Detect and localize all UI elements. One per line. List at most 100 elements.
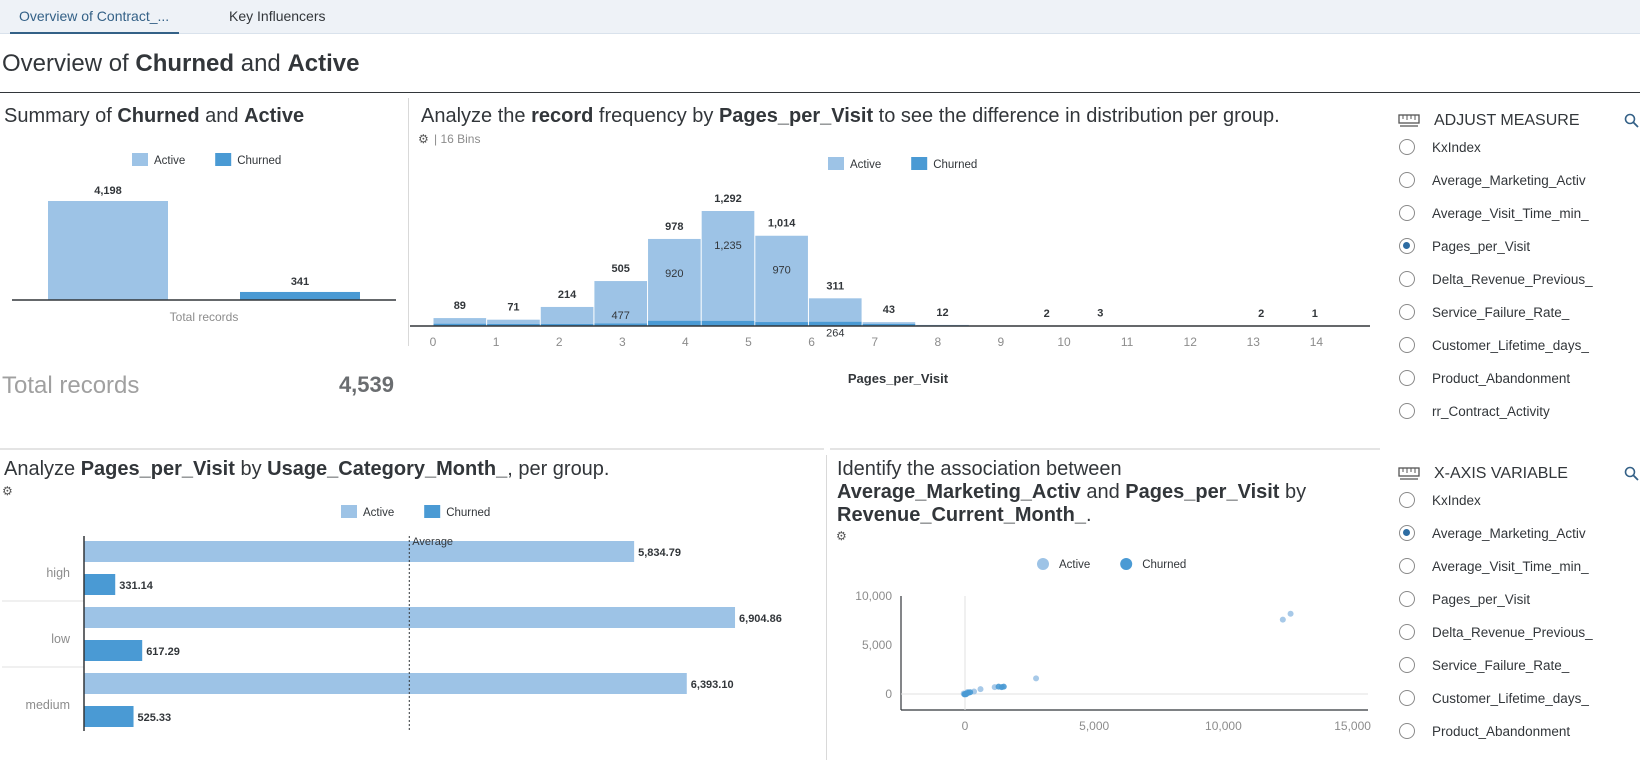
x-tick-label: 5,000 (1079, 719, 1109, 733)
x-tick-label: 15,000 (1334, 719, 1371, 733)
radio-button[interactable] (1399, 403, 1415, 419)
radio-label: Delta_Revenue_Previous_ (1432, 272, 1593, 287)
x-tick-label: 4 (682, 335, 689, 349)
radio-button[interactable] (1399, 624, 1415, 640)
radio-button[interactable] (1399, 304, 1415, 320)
radio-button[interactable] (1399, 558, 1415, 574)
x-axis-variable-panel: X-AXIS VARIABLE KxIndex Average_Marketing… (1396, 463, 1640, 763)
page-title-group2: Active (287, 50, 360, 77)
radio-button[interactable] (1399, 205, 1415, 221)
radio-label: KxIndex (1432, 140, 1481, 155)
data-label: 71 (507, 302, 519, 314)
radio-label: Pages_per_Visit (1432, 239, 1531, 254)
data-label: 12 (936, 307, 948, 319)
adjust-measure-option[interactable]: Average_Marketing_Activ (1396, 169, 1640, 193)
radio-label: Average_Marketing_Activ (1432, 526, 1586, 541)
barh-churned-medium (84, 706, 134, 727)
page-title: Overview of Churned and Active (2, 50, 359, 78)
tab-key-influencers[interactable]: Key Influencers (229, 8, 326, 24)
radio-button[interactable] (1399, 525, 1415, 541)
radio-button[interactable] (1399, 337, 1415, 353)
legend-label: Churned (237, 155, 281, 167)
legend-label: Churned (1142, 559, 1186, 571)
radio-label: Average_Marketing_Activ (1432, 173, 1586, 188)
data-label: 5,834.79 (638, 547, 681, 559)
chart-settings-icon[interactable]: ⚙ (2, 484, 13, 498)
histogram-bar-churned (433, 323, 487, 326)
x-axis-variable-option[interactable]: KxIndex (1396, 489, 1640, 513)
radio-label: KxIndex (1432, 493, 1481, 508)
chart-settings-icon[interactable]: ⚙ (836, 529, 847, 543)
x-axis-variable-option[interactable]: Customer_Lifetime_days_ (1396, 687, 1640, 711)
page-title-mid: and (234, 50, 288, 77)
radio-button[interactable] (1399, 657, 1415, 673)
radio-button[interactable] (1399, 238, 1415, 254)
scatter-chart: Active Churned 0 5,000 10,000 0 5,000 10,000 15,… (855, 558, 1371, 733)
x-axis-variable-option[interactable]: Product_Abandonment (1396, 720, 1640, 744)
search-icon[interactable] (1624, 466, 1640, 482)
data-label: 2 (1044, 308, 1050, 320)
tab-overview[interactable]: Overview of Contract_... (19, 8, 170, 24)
data-label: 89 (454, 300, 466, 312)
adjust-measure-option[interactable]: Customer_Lifetime_days_ (1396, 334, 1640, 358)
radio-button[interactable] (1399, 591, 1415, 607)
adjust-measure-option[interactable]: Delta_Revenue_Previous_ (1396, 268, 1640, 292)
summary-chart: Active Churned 4,198 341 Total records (12, 153, 396, 324)
y-tick-label: 0 (885, 687, 892, 701)
x-axis-variable-option[interactable]: Pages_per_Visit (1396, 588, 1640, 612)
x-axis-variable-option[interactable]: Service_Failure_Rate_ (1396, 654, 1640, 678)
radio-button[interactable] (1399, 723, 1415, 739)
legend-label: Active (850, 159, 881, 171)
radio-button[interactable] (1399, 690, 1415, 706)
histogram-bar-churned (648, 320, 701, 326)
radio-label: Average_Visit_Time_min_ (1432, 559, 1589, 574)
histogram-bar-active (487, 319, 540, 326)
histogram-bar-active (594, 281, 648, 326)
radio-button[interactable] (1399, 271, 1415, 287)
x-tick-label: 5 (745, 335, 752, 349)
adjust-measure-option[interactable]: Service_Failure_Rate_ (1396, 301, 1640, 325)
adjust-measure-option[interactable]: rr_Contract_Activity (1396, 400, 1640, 424)
adjust-measure-option[interactable]: Pages_per_Visit (1396, 235, 1640, 259)
x-axis-variable-option[interactable]: Delta_Revenue_Previous_ (1396, 621, 1640, 645)
radio-label: Service_Failure_Rate_ (1432, 305, 1570, 320)
data-label-inner: 970 (772, 265, 790, 277)
scatter-point-churned (998, 684, 1005, 691)
x-tick-label: 13 (1247, 335, 1261, 349)
chart-settings-icon[interactable]: ⚙ (418, 132, 429, 146)
x-tick-label: 0 (962, 719, 969, 733)
adjust-measure-option[interactable]: Average_Visit_Time_min_ (1396, 202, 1640, 226)
data-label: 4,198 (94, 185, 122, 197)
x-axis-label: Total records (170, 310, 239, 324)
search-icon[interactable] (1624, 113, 1640, 129)
scatter-title-bold3: Revenue_Current_Month_ (837, 504, 1086, 526)
histogram-title-bold1: record (531, 105, 594, 127)
total-records-value: 4,539 (338, 372, 394, 397)
adjust-measure-option[interactable]: KxIndex (1396, 136, 1640, 160)
y-tick-label: 5,000 (862, 638, 892, 652)
scatter-title-mid: and (1080, 481, 1126, 503)
bar-churned (240, 291, 360, 300)
x-axis-label: Pages_per_Visit (848, 371, 949, 386)
data-label: 2 (1258, 308, 1264, 320)
radio-button[interactable] (1399, 492, 1415, 508)
x-tick-label: 14 (1310, 335, 1324, 349)
x-axis-variable-option[interactable]: Average_Visit_Time_min_ (1396, 555, 1640, 579)
x-axis-variable-option[interactable]: Average_Marketing_Activ (1396, 522, 1640, 546)
radio-button[interactable] (1399, 139, 1415, 155)
radio-button[interactable] (1399, 172, 1415, 188)
histogram-title-bold2: Pages_per_Visit (718, 105, 874, 127)
x-tick-label: 1 (493, 335, 500, 349)
page-title-prefix: Overview of (2, 50, 136, 77)
adjust-measure-header: ADJUST MEASURE (1398, 110, 1640, 134)
scatter-title-line3: Revenue_Current_Month_. (837, 504, 1306, 527)
radio-button[interactable] (1399, 370, 1415, 386)
histogram-title-suffix: to see the difference in distribution pe… (873, 105, 1280, 127)
radio-label: Product_Abandonment (1432, 371, 1571, 386)
histogram-bar-active (808, 298, 862, 326)
scatter-title-mid2: by (1279, 481, 1307, 503)
histogram-bar-churned (594, 323, 648, 326)
adjust-measure-option[interactable]: Product_Abandonment (1396, 367, 1640, 391)
scatter-point-active (977, 686, 984, 693)
data-label-inner: 1,235 (714, 240, 742, 252)
